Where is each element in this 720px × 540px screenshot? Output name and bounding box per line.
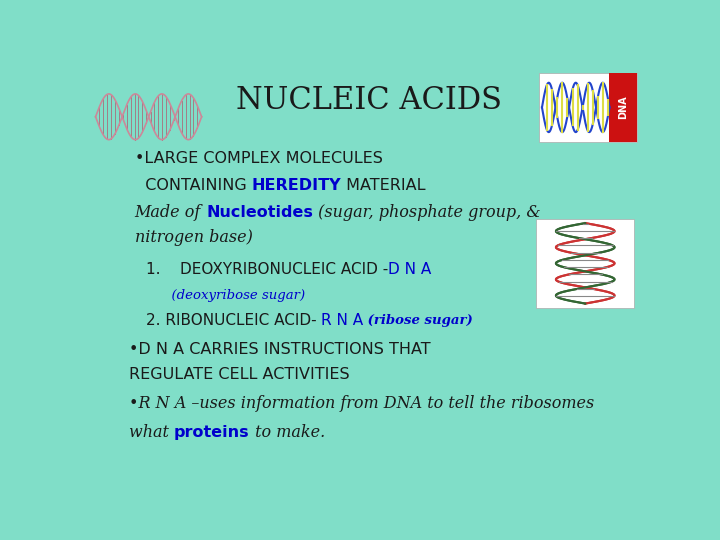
Text: (deoxyribose sugar): (deoxyribose sugar) bbox=[145, 289, 305, 302]
Text: •D N A CARRIES INSTRUCTIONS THAT: •D N A CARRIES INSTRUCTIONS THAT bbox=[129, 342, 431, 357]
Text: 1.    DEOXYRIBONUCLEIC ACID -: 1. DEOXYRIBONUCLEIC ACID - bbox=[145, 262, 388, 277]
Bar bbox=[610, 73, 637, 141]
Bar bbox=[539, 73, 637, 141]
Text: Nucleotides: Nucleotides bbox=[206, 205, 313, 220]
Text: D N A: D N A bbox=[388, 262, 431, 277]
Text: DNA: DNA bbox=[618, 96, 628, 119]
Text: what: what bbox=[129, 424, 174, 441]
Text: nitrogen base): nitrogen base) bbox=[135, 229, 253, 246]
Text: (ribose sugar): (ribose sugar) bbox=[364, 314, 473, 327]
Text: MATERIAL: MATERIAL bbox=[341, 178, 426, 193]
Text: •R N A –uses information from DNA to tell the ribosomes: •R N A –uses information from DNA to tel… bbox=[129, 395, 594, 412]
Text: (sugar, phosphate group, &: (sugar, phosphate group, & bbox=[313, 204, 541, 221]
Text: R N A: R N A bbox=[321, 313, 364, 328]
Bar bbox=[536, 219, 634, 308]
Text: NUCLEIC ACIDS: NUCLEIC ACIDS bbox=[236, 85, 502, 116]
Text: to make.: to make. bbox=[250, 424, 325, 441]
Text: proteins: proteins bbox=[174, 426, 250, 440]
Text: Made of: Made of bbox=[135, 204, 206, 221]
Text: •LARGE COMPLEX MOLECULES: •LARGE COMPLEX MOLECULES bbox=[135, 151, 382, 166]
Text: CONTAINING: CONTAINING bbox=[135, 178, 251, 193]
Text: HEREDITY: HEREDITY bbox=[251, 178, 341, 193]
Text: REGULATE CELL ACTIVITIES: REGULATE CELL ACTIVITIES bbox=[129, 367, 350, 382]
Text: 2. RIBONUCLEIC ACID-: 2. RIBONUCLEIC ACID- bbox=[145, 313, 321, 328]
